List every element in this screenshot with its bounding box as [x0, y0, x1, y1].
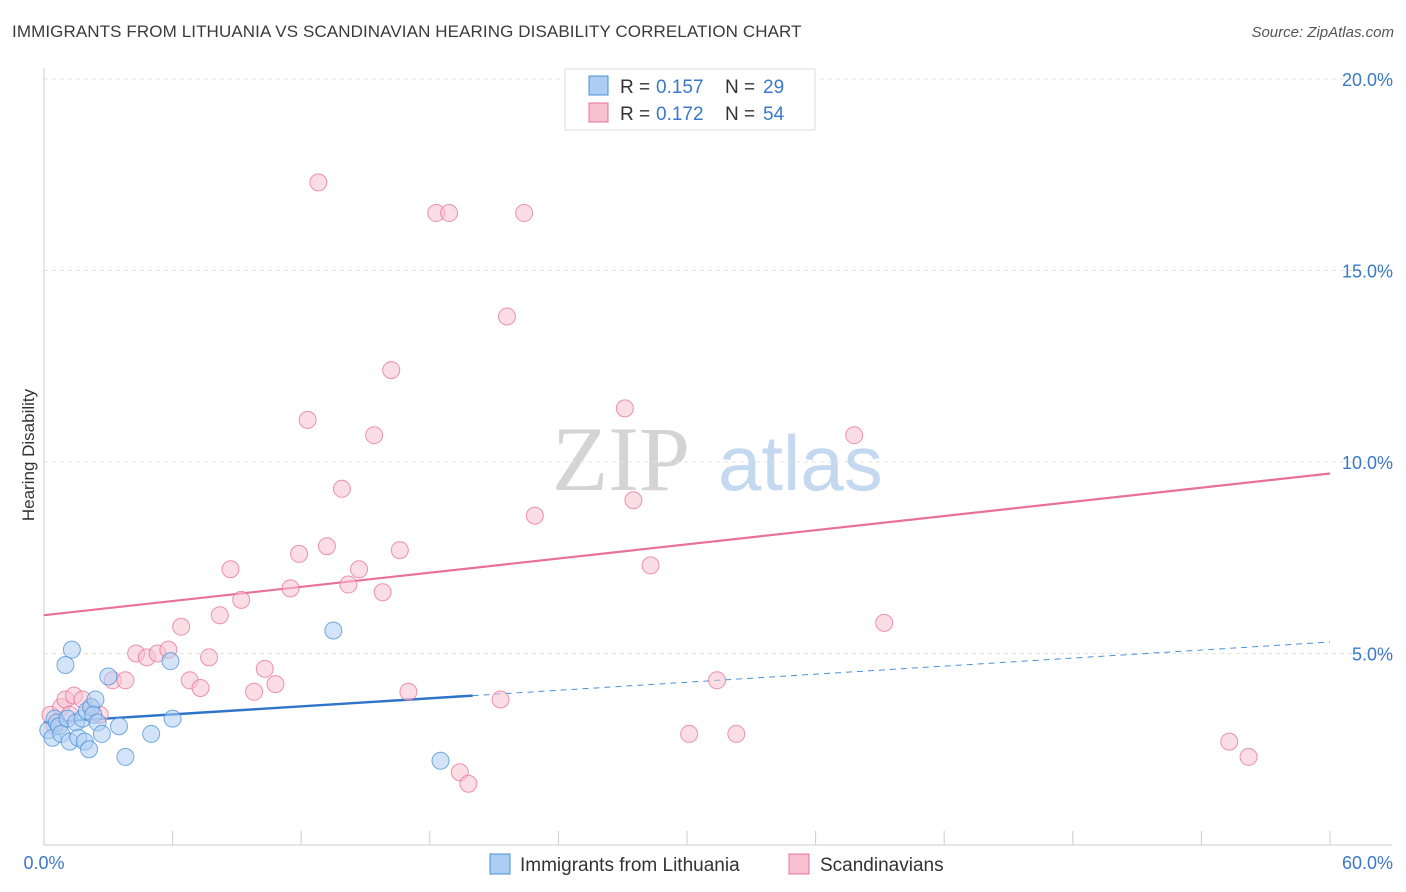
- point-lithuania: [431, 751, 450, 770]
- stats-r-value-1: 0.157: [656, 77, 704, 98]
- point-lithuania: [86, 690, 105, 709]
- point-scandinavians: [116, 671, 135, 690]
- point-scandinavians: [339, 575, 358, 594]
- point-scandinavians: [641, 556, 660, 575]
- point-scandinavians: [281, 579, 300, 598]
- point-scandinavians: [290, 544, 309, 563]
- point-scandinavians: [332, 479, 351, 498]
- point-scandinavians: [317, 537, 336, 556]
- point-scandinavians: [459, 774, 478, 793]
- y-tick-labels: 5.0% 10.0% 15.0% 20.0%: [1342, 70, 1393, 665]
- stats-n-value-1: 29: [763, 77, 784, 98]
- point-scandinavians: [309, 173, 328, 192]
- trend-line-lithuania-projection: [472, 641, 1331, 697]
- stats-n-label-1: N =: [725, 77, 755, 98]
- point-scandinavians: [624, 491, 643, 510]
- stats-n-value-2: 54: [763, 104, 785, 125]
- point-lithuania: [92, 724, 111, 743]
- point-scandinavians: [708, 671, 727, 690]
- y-tick-label: 15.0%: [1342, 262, 1393, 282]
- data-points: [39, 173, 1258, 793]
- point-scandinavians: [382, 361, 401, 380]
- stats-r-value-2: 0.172: [656, 104, 704, 125]
- point-scandinavians: [615, 399, 634, 418]
- chart-title: IMMIGRANTS FROM LITHUANIA VS SCANDINAVIA…: [12, 22, 802, 41]
- chart-source: Source: ZipAtlas.com: [1251, 24, 1394, 41]
- point-lithuania: [142, 724, 161, 743]
- point-scandinavians: [845, 426, 864, 445]
- point-scandinavians: [191, 678, 210, 697]
- point-lithuania: [80, 740, 99, 759]
- point-scandinavians: [497, 307, 516, 326]
- point-scandinavians: [1220, 732, 1239, 751]
- point-lithuania: [161, 652, 180, 671]
- point-scandinavians: [515, 204, 534, 223]
- point-scandinavians: [1239, 747, 1258, 766]
- stats-r-label-1: R =: [620, 77, 650, 98]
- legend-swatch-lithuania: [489, 853, 511, 875]
- y-axis-title: Hearing Disability: [19, 388, 38, 521]
- y-tick-label: 10.0%: [1342, 453, 1393, 473]
- legend-swatch-scandinavians: [788, 853, 810, 875]
- point-scandinavians: [399, 682, 418, 701]
- x-tick-label-left: 0.0%: [23, 853, 64, 873]
- point-scandinavians: [200, 648, 219, 667]
- point-scandinavians: [221, 560, 240, 579]
- stats-legend-swatch-lithuania: [588, 75, 609, 96]
- point-lithuania: [62, 640, 81, 659]
- point-scandinavians: [365, 426, 384, 445]
- point-lithuania: [56, 655, 75, 674]
- point-lithuania: [163, 709, 182, 728]
- legend-label-scandinavians: Scandinavians: [820, 855, 944, 876]
- x-tick-label-right: 60.0%: [1342, 853, 1393, 873]
- point-scandinavians: [491, 690, 510, 709]
- stats-legend: R = 0.157 N = 29 R = 0.172 N = 54: [564, 68, 816, 131]
- point-scandinavians: [727, 724, 746, 743]
- trend-lines: [43, 472, 1331, 724]
- point-scandinavians: [875, 613, 894, 632]
- point-scandinavians: [298, 410, 317, 429]
- point-scandinavians: [350, 560, 369, 579]
- point-scandinavians: [232, 590, 251, 609]
- point-lithuania: [324, 621, 343, 640]
- y-tick-label: 20.0%: [1342, 70, 1393, 90]
- point-scandinavians: [255, 659, 274, 678]
- point-scandinavians: [266, 675, 285, 694]
- point-scandinavians: [680, 724, 699, 743]
- point-lithuania: [99, 667, 118, 686]
- point-scandinavians: [210, 606, 229, 625]
- point-scandinavians: [373, 583, 392, 602]
- point-lithuania: [110, 717, 129, 736]
- y-tick-label: 5.0%: [1352, 645, 1393, 665]
- stats-r-label-2: R =: [620, 104, 650, 125]
- point-scandinavians: [440, 204, 459, 223]
- series-legend: Immigrants from Lithuania Scandinavians: [489, 853, 944, 876]
- stats-n-label-2: N =: [725, 104, 755, 125]
- point-scandinavians: [172, 617, 191, 636]
- stats-legend-swatch-scandinavians: [588, 102, 609, 123]
- point-scandinavians: [390, 541, 409, 560]
- trend-line-lithuania: [43, 694, 473, 724]
- legend-label-lithuania: Immigrants from Lithuania: [520, 855, 740, 876]
- point-scandinavians: [525, 506, 544, 525]
- point-lithuania: [116, 747, 135, 766]
- trend-line-scandinavians: [43, 472, 1331, 617]
- point-scandinavians: [245, 682, 264, 701]
- gridlines: [44, 78, 1392, 654]
- watermark-zip: ZIP: [552, 408, 690, 510]
